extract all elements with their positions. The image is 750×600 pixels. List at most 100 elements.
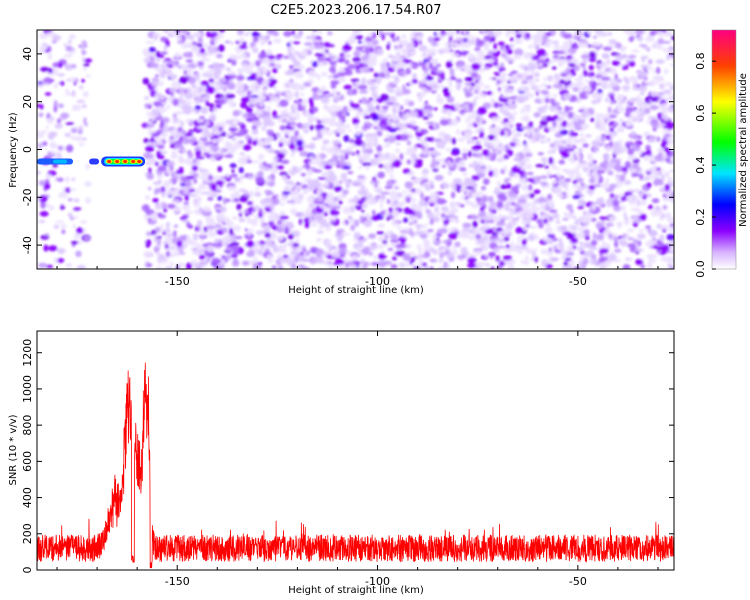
spectrogram-cell (313, 219, 318, 225)
spectrogram-cell (648, 59, 653, 65)
spectrogram-cell (254, 191, 262, 197)
spectrogram-cell (352, 57, 361, 62)
spectrogram-cell (459, 109, 466, 115)
spectrogram-cell (320, 96, 330, 104)
spectrogram-cell (566, 264, 573, 269)
spectrogram-cell (625, 141, 635, 146)
spectrogram-cell (265, 49, 273, 55)
spectrogram-cell (44, 233, 50, 237)
spectrogram-cell (166, 238, 172, 246)
spectrogram-cell (445, 147, 451, 152)
spectrogram-cell (192, 108, 197, 112)
spectrogram-cell (643, 155, 650, 161)
spectrogram-cell (520, 72, 527, 81)
spectrogram-cell (283, 30, 293, 37)
spectrogram-cell (454, 102, 462, 109)
spectrogram-cell (194, 209, 201, 215)
spectrogram-cell (257, 170, 264, 177)
spectrogram-cell (609, 140, 613, 148)
spectrogram-cell (667, 105, 674, 113)
spectrogram-cell (276, 134, 280, 138)
spectrogram-cell (219, 30, 225, 33)
spectrogram-cell (574, 153, 580, 159)
spectrogram-cell (270, 75, 275, 79)
spectrogram-cell (290, 208, 298, 215)
spectrogram-cell (165, 250, 171, 257)
spectrogram-cell (528, 121, 534, 128)
spectrogram-cell (577, 147, 584, 154)
spectrogram-cell (549, 126, 555, 133)
spectrogram-cell (436, 141, 441, 149)
spectrogram-cell (206, 229, 213, 233)
spectrogram-cell (638, 84, 648, 92)
spectrogram-cell (363, 115, 371, 120)
spectrogram-cell (177, 97, 183, 101)
spectrogram-cell (338, 243, 347, 250)
spectrogram-cell (640, 264, 646, 269)
colorbar-label: Normalized spectral amplitude (738, 73, 749, 227)
spectrogram-cell (493, 43, 497, 50)
spectrogram-cell (265, 147, 270, 153)
spectrogram-cell (614, 81, 619, 85)
spectrogram-cell (601, 76, 611, 81)
spectrogram-cell (605, 177, 610, 184)
spectrogram-cell (195, 226, 199, 232)
spectrogram-cell (637, 240, 642, 247)
spectrogram-cell (255, 187, 260, 191)
spectrogram-cell (276, 152, 285, 159)
spectrogram-cell (415, 159, 423, 164)
spectrogram-cell (194, 188, 201, 195)
spectrogram-cell (667, 30, 673, 37)
spectrogram-cell (494, 65, 500, 70)
spectrogram-cell (491, 231, 498, 236)
spectrogram-cell (624, 191, 633, 196)
spectrogram-cell (159, 96, 166, 100)
spectrogram-cell (523, 226, 527, 232)
spectrogram-cell (409, 228, 413, 232)
spectrogram-cell (498, 213, 502, 220)
spectrogram-y-label: Frequency (Hz) (8, 112, 19, 188)
spectrogram-cell (354, 61, 361, 66)
spectrogram-cell (660, 75, 664, 82)
spectrogram-cell (44, 92, 52, 96)
spectrogram-cell (55, 177, 60, 181)
spectrogram-cell (551, 102, 557, 107)
spectrogram-cell (628, 36, 634, 43)
spectrogram-cell (214, 39, 219, 44)
spectrogram-cell (202, 73, 212, 77)
spectrogram-cell (326, 239, 332, 245)
spectrogram-cell (68, 188, 77, 192)
spectrogram-cell (229, 228, 234, 236)
spectrogram-cell (544, 226, 553, 234)
spectrogram-cell (194, 61, 199, 66)
spectrogram-cell (197, 36, 203, 44)
spectrogram-cell (577, 226, 584, 232)
spectrogram-cell (201, 131, 206, 139)
spectrogram-cell (280, 195, 286, 202)
spectrogram-cell (666, 176, 673, 184)
spectrogram-cell (550, 164, 557, 169)
spectrogram-cell (420, 55, 430, 59)
spectrogram-cell (549, 209, 558, 213)
spectrogram-cell (591, 140, 600, 147)
spectrogram-cell (438, 259, 444, 263)
spectrogram-cell (540, 83, 549, 88)
y-tick-label: 600 (21, 451, 34, 472)
spectrogram-cell (494, 136, 499, 143)
spectrogram-cell (613, 141, 620, 146)
spectrogram-cell (536, 218, 543, 225)
spectrogram-cell (539, 140, 546, 144)
spectrogram-cell (287, 52, 292, 56)
spectrogram-cell (356, 111, 363, 117)
spectrogram-cell (197, 86, 204, 94)
spectrogram-cell (155, 74, 159, 78)
spectrogram-cell (476, 262, 485, 267)
spectrogram-cell (56, 248, 66, 254)
spectrogram-cell (366, 191, 370, 196)
spectrogram-cell (161, 191, 166, 198)
spectrogram-cell (326, 192, 334, 200)
spectrogram-cell (518, 178, 526, 184)
spectrogram-cell (426, 85, 432, 91)
spectrogram-cell (220, 131, 227, 137)
spectrogram-cell (347, 198, 352, 205)
